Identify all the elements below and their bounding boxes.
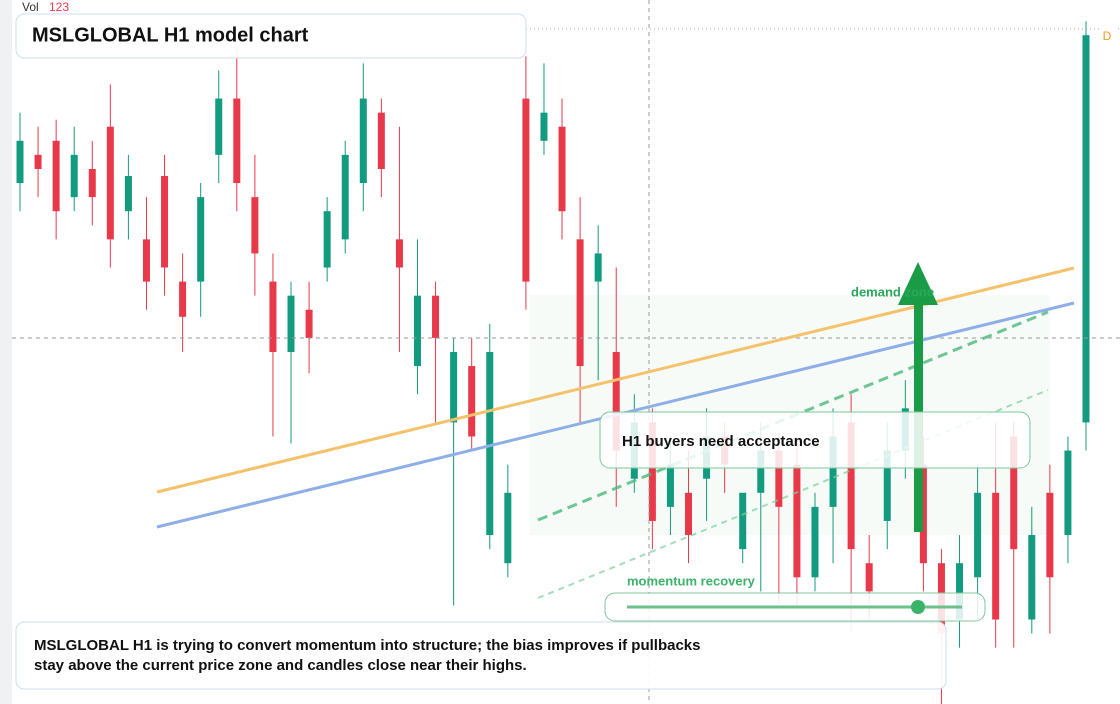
note: MSLGLOBAL H1 is trying to convert moment… xyxy=(34,637,701,674)
candle-body xyxy=(576,239,584,367)
candle-body xyxy=(197,197,205,282)
candle-body xyxy=(757,450,765,493)
candle-body xyxy=(594,253,602,282)
candle-body xyxy=(956,563,964,620)
candle-body xyxy=(865,563,873,592)
title-box xyxy=(15,13,527,59)
candle-body xyxy=(829,436,837,507)
candle-body xyxy=(395,239,403,268)
candle-body xyxy=(648,422,656,521)
candle-body xyxy=(432,295,440,338)
candle-body xyxy=(486,352,494,536)
candle-body xyxy=(269,281,277,352)
candle-body xyxy=(233,98,241,184)
candle-body xyxy=(142,239,150,282)
callout-box xyxy=(599,411,1031,469)
candle-body xyxy=(106,126,114,240)
candle-body xyxy=(323,211,331,268)
candle-body xyxy=(1010,436,1018,550)
note-wrap: MSLGLOBAL H1 is trying to convert moment… xyxy=(34,637,701,674)
arrow-head xyxy=(898,262,938,305)
candle-body xyxy=(305,309,313,338)
vol-value: 123 xyxy=(49,0,69,14)
candle-body xyxy=(1064,450,1072,536)
callout: H1 buyers need acceptance xyxy=(622,433,820,450)
candle-body xyxy=(88,168,96,198)
candle-body xyxy=(52,140,60,212)
candle-body xyxy=(992,492,1000,620)
candle-body xyxy=(739,492,747,550)
candle-body xyxy=(504,492,512,564)
candle-body xyxy=(811,506,819,578)
candle-body xyxy=(612,352,620,451)
badge-box xyxy=(1099,28,1117,45)
candle-body xyxy=(558,126,566,212)
note-box xyxy=(15,621,947,690)
candle-body xyxy=(1046,492,1054,578)
candle-body xyxy=(919,464,927,564)
candle-body xyxy=(70,154,78,198)
candle-body xyxy=(1028,535,1036,620)
candle-body xyxy=(34,154,42,169)
candle-body xyxy=(16,140,24,184)
candle-body xyxy=(883,450,891,521)
candle-body xyxy=(359,98,367,184)
candle-body xyxy=(847,422,855,550)
badge: D xyxy=(1103,29,1112,43)
slider-label: momentum recovery xyxy=(627,573,756,588)
candle-body xyxy=(179,281,187,317)
candle-body xyxy=(161,176,169,268)
candle-body xyxy=(377,112,385,169)
trend-light xyxy=(537,389,1049,599)
zone-label: demand zone xyxy=(851,284,934,299)
candle-body xyxy=(287,295,295,352)
candle-body xyxy=(540,112,548,141)
candle-body xyxy=(522,98,530,282)
candle-body xyxy=(124,176,132,212)
candle-body xyxy=(341,154,349,240)
candle-body xyxy=(450,352,458,423)
candle-body xyxy=(666,464,674,507)
candle-body xyxy=(468,366,476,437)
candle-body xyxy=(974,492,982,578)
candle-body xyxy=(775,450,783,507)
left-edge xyxy=(0,0,12,704)
candle-body xyxy=(251,197,259,254)
candle-body xyxy=(215,98,223,155)
candle-body xyxy=(793,464,801,578)
chart-title: MSLGLOBAL H1 model chart xyxy=(32,24,309,46)
slider-knob xyxy=(911,600,925,614)
candle-body xyxy=(685,492,693,536)
candle-body xyxy=(413,295,421,367)
candle-body xyxy=(1082,35,1090,423)
vol-label: Vol xyxy=(22,0,39,14)
